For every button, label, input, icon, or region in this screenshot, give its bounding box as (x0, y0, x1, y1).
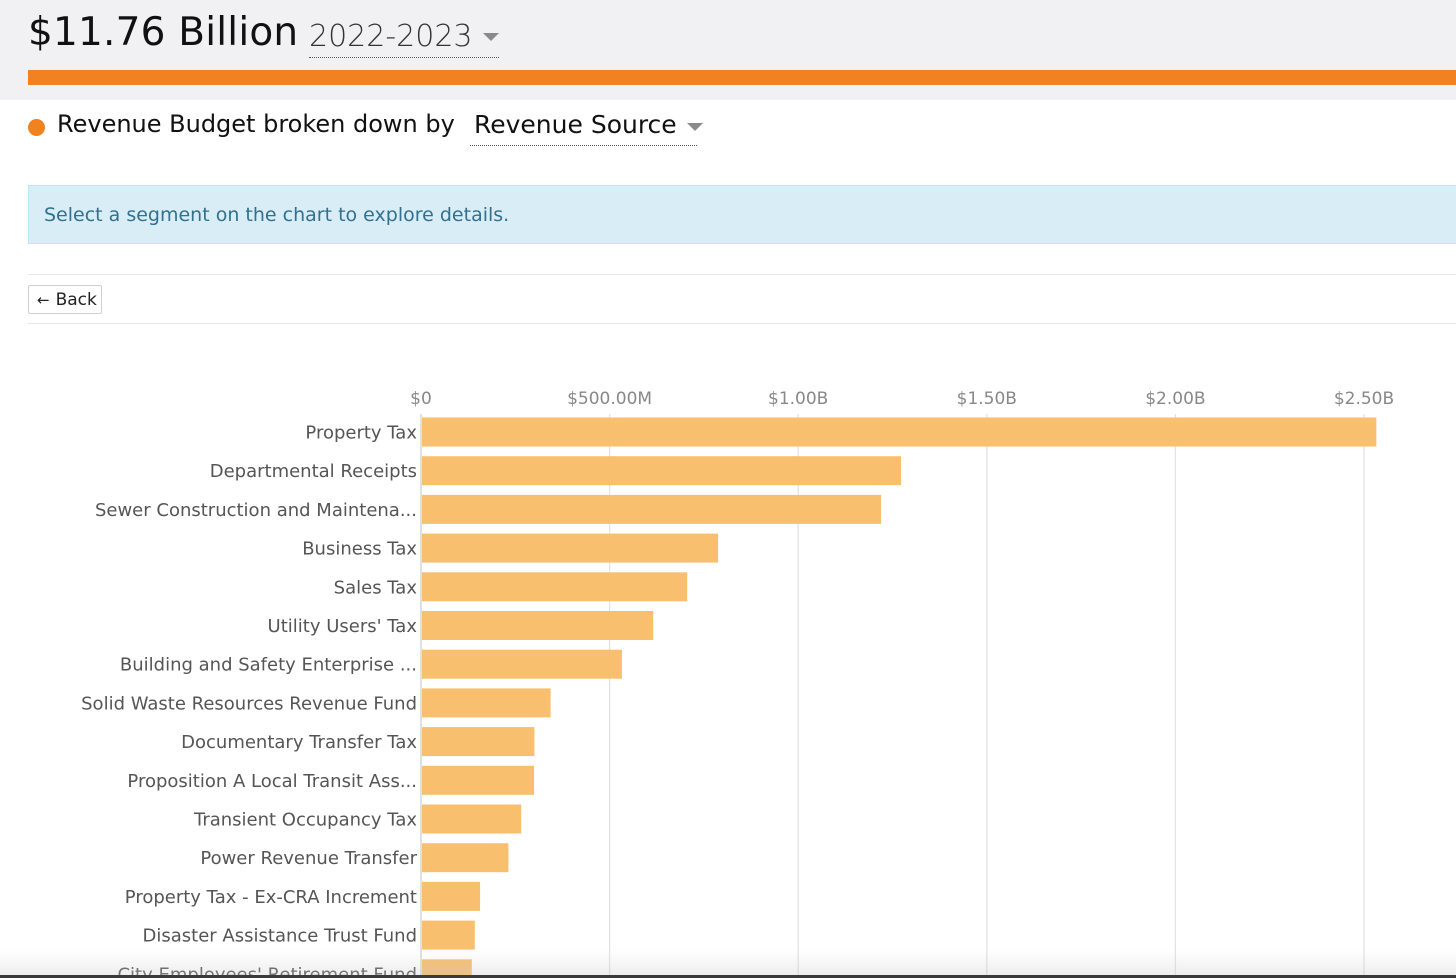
back-button-label: Back (55, 289, 97, 310)
category-label: Documentary Transfer Tax (181, 732, 417, 753)
series-dot-icon (28, 119, 45, 136)
category-label: Departmental Receipts (210, 461, 417, 482)
chevron-down-icon (686, 123, 703, 131)
bar-segment[interactable] (422, 494, 882, 524)
arrow-left-icon: ← (37, 290, 50, 309)
bar-segment[interactable] (422, 920, 475, 950)
bar-segment[interactable] (422, 881, 481, 911)
x-tick-label: $2.00B (1145, 389, 1205, 409)
category-label: Transient Occupancy Tax (193, 810, 417, 831)
window-edge (0, 975, 1456, 978)
x-tick-label: $1.50B (957, 389, 1017, 409)
category-label: City Employees' Retirement Fund (117, 964, 417, 978)
bar-segment[interactable] (422, 533, 719, 563)
info-message: Select a segment on the chart to explore… (44, 203, 510, 226)
category-label: Utility Users' Tax (268, 616, 418, 637)
category-label: Sales Tax (334, 577, 418, 598)
category-label: Proposition A Local Transit Ass... (127, 771, 417, 792)
category-label: Power Revenue Transfer (200, 848, 417, 869)
year-dropdown[interactable]: 2022-2023 (309, 16, 499, 58)
year-dropdown-value: 2022-2023 (309, 19, 473, 54)
divider (28, 274, 1456, 275)
category-label: Sewer Construction and Maintena... (95, 500, 417, 521)
x-tick-label: $1.00B (768, 389, 828, 409)
chevron-down-icon (482, 32, 499, 41)
accent-bar (28, 70, 1456, 85)
bar-segment[interactable] (422, 611, 654, 640)
category-label: Disaster Assistance Trust Fund (143, 926, 417, 947)
category-label: Business Tax (302, 539, 417, 560)
category-label: Property Tax - Ex-CRA Increment (125, 887, 417, 908)
x-tick-label: $0 (410, 389, 432, 409)
breakdown-label: Revenue Budget broken down by (57, 110, 455, 138)
bar-segment[interactable] (422, 456, 902, 486)
budget-total: $11.76 Billion (28, 10, 299, 55)
category-label: Building and Safety Enterprise ... (120, 655, 417, 676)
category-label: Property Tax (305, 423, 417, 444)
bar-segment[interactable] (422, 959, 472, 978)
back-button[interactable]: ← Back (28, 285, 102, 314)
bar-segment[interactable] (422, 804, 522, 834)
bar-segment[interactable] (422, 843, 509, 873)
info-alert: Select a segment on the chart to explore… (28, 185, 1456, 244)
bar-segment[interactable] (422, 688, 551, 718)
bar-segment[interactable] (422, 649, 622, 679)
bar-segment[interactable] (422, 765, 535, 795)
breakdown-dropdown[interactable]: Revenue Source (470, 110, 703, 146)
bar-segment[interactable] (422, 417, 1377, 447)
breakdown-dropdown-value: Revenue Source (474, 110, 677, 139)
divider (28, 323, 1456, 324)
bar-segment[interactable] (422, 572, 688, 602)
x-tick-label: $500.00M (567, 389, 652, 409)
x-tick-label: $2.50B (1334, 389, 1394, 409)
category-label: Solid Waste Resources Revenue Fund (81, 693, 417, 714)
bar-segment[interactable] (422, 727, 535, 757)
